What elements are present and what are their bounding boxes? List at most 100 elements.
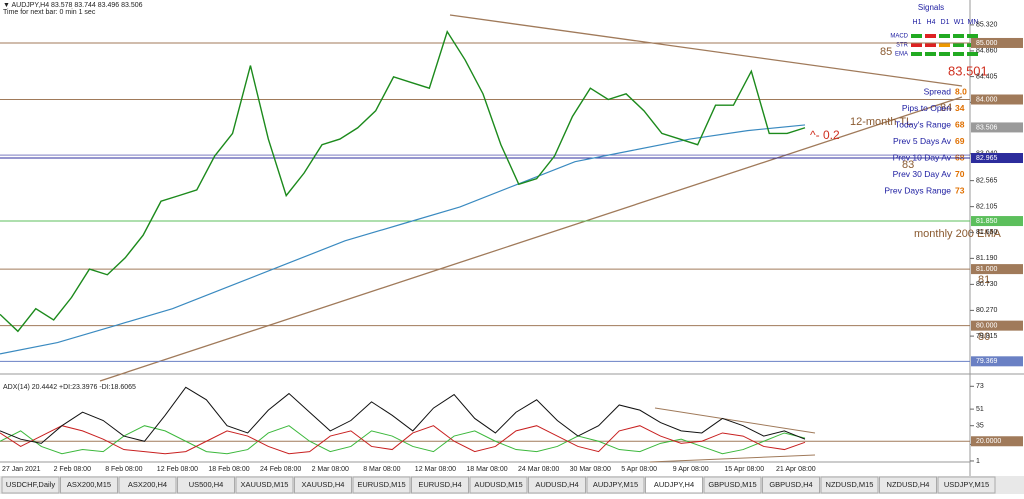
tab[interactable] [586,476,645,494]
info-value: 70 [955,169,965,179]
tab-label[interactable]: USDJPY,M15 [944,480,989,489]
date-label: 30 Mar 08:00 [570,466,611,473]
annotation: ^- 0.2 [810,128,840,142]
annotation: monthly 200 EMA [914,228,1001,240]
signal-dot [925,43,936,47]
y-tick-label: 84.405 [976,73,998,80]
price-box [971,264,1023,275]
tab-label[interactable]: EURUSD,H4 [418,480,461,489]
y-tick-label: 80.730 [976,281,998,288]
annotation: 81 [978,274,990,286]
timer: Time for next bar: 0 min 1 sec [3,9,96,16]
minus-di-line [0,425,806,455]
tab[interactable] [645,476,703,494]
price-box [971,216,1023,227]
tab-label[interactable]: AUDJPY,M15 [593,480,638,489]
signal-dot [967,34,978,38]
tab-label[interactable]: ASX200,H4 [128,480,167,489]
annotation: 85 [880,46,892,58]
price-box [971,37,1023,48]
tab-label[interactable]: AUDJPY,H4 [654,480,694,489]
signal-dot [911,52,922,56]
signal-dot [911,34,922,38]
tab-label[interactable]: GBPUSD,M15 [708,480,756,489]
info-value: 34 [955,103,965,113]
tab[interactable] [177,476,235,494]
tab-label[interactable]: EURUSD,M15 [357,480,405,489]
signal-dot [939,43,950,47]
tab-label[interactable]: USDCHF,Daily [6,480,55,489]
tab[interactable] [879,476,937,494]
date-label: 8 Feb 08:00 [105,466,142,473]
tab-label[interactable]: XAUUSD,M15 [241,480,289,489]
price-box-label: 85.000 [976,40,998,47]
tab-label[interactable]: US500,H4 [189,480,224,489]
tab[interactable] [352,476,411,494]
tab-label[interactable]: XAUUSD,H4 [302,480,345,489]
date-label: 15 Apr 08:00 [724,466,764,473]
date-label: 12 Feb 08:00 [157,466,198,473]
price-box-label: 79.369 [976,358,998,365]
tab[interactable] [411,476,469,494]
y-tick-label: 81.650 [976,229,998,236]
signal-column: W1 [954,19,965,26]
signal-dot [925,34,936,38]
tab[interactable] [60,476,118,494]
y-tick-label: 85.320 [976,22,998,29]
tab[interactable] [937,476,996,494]
signal-dot [939,34,950,38]
price-box-label: 81.000 [976,266,998,273]
trendline [654,407,816,434]
current-price: 83.501 [948,63,988,78]
signal-column: H4 [927,19,936,26]
info-value: 73 [955,185,965,195]
annotation: 80 [978,331,990,343]
signal-column: H1 [913,19,922,26]
tab[interactable] [820,476,879,494]
info-label: Spread [924,86,952,96]
info-label: Prev 30 Day Av [893,169,952,179]
tab[interactable] [294,476,352,494]
tab[interactable] [1,476,60,494]
tab[interactable] [762,476,820,494]
ema-line [0,124,806,355]
date-label: 8 Mar 08:00 [363,466,400,473]
info-label: Prev 10 Day Av [893,152,952,162]
price-box [971,94,1023,105]
y-tick-label: 80.270 [976,307,998,314]
tab-label[interactable]: AUDUSD,M15 [474,480,522,489]
price-box [971,436,1023,447]
signal-dot [953,52,964,56]
tab-label[interactable]: GBPUSD,H4 [769,480,812,489]
y-tick-label: 35 [976,423,984,430]
tab[interactable] [235,476,294,494]
tab[interactable] [703,476,762,494]
date-label: 24 Feb 08:00 [260,466,301,473]
tab-label[interactable]: NZDUSD,M15 [826,480,874,489]
date-label: 24 Mar 08:00 [518,466,559,473]
tab[interactable] [118,476,177,494]
price-box [971,122,1023,133]
annotation: 83 [902,159,914,171]
info-label: Prev Days Range [884,185,951,195]
y-tick-label: 82.105 [976,203,998,210]
signals-title: Signals [918,3,944,12]
trendline [449,14,963,87]
tab[interactable] [469,476,528,494]
y-tick-label: 51 [976,406,984,413]
tab-label[interactable]: ASX200,M15 [67,480,111,489]
tab-label[interactable]: NZDUSD,H4 [887,480,930,489]
annotation: 12-month TL [850,116,912,128]
y-tick-label: 79.815 [976,333,998,340]
signal-dot [967,52,978,56]
signal-dot [911,43,922,47]
info-label: Prev 5 Days Av [893,136,952,146]
adx-title: ADX(14) 20.4442 +DI:23.3976 -DI:18.6065 [3,384,136,391]
info-value: 68 [955,152,965,162]
tab[interactable] [528,476,586,494]
tab-label[interactable]: AUDUSD,H4 [535,480,578,489]
date-label: 2 Feb 08:00 [54,466,91,473]
price-box-label: 83.506 [976,124,998,131]
